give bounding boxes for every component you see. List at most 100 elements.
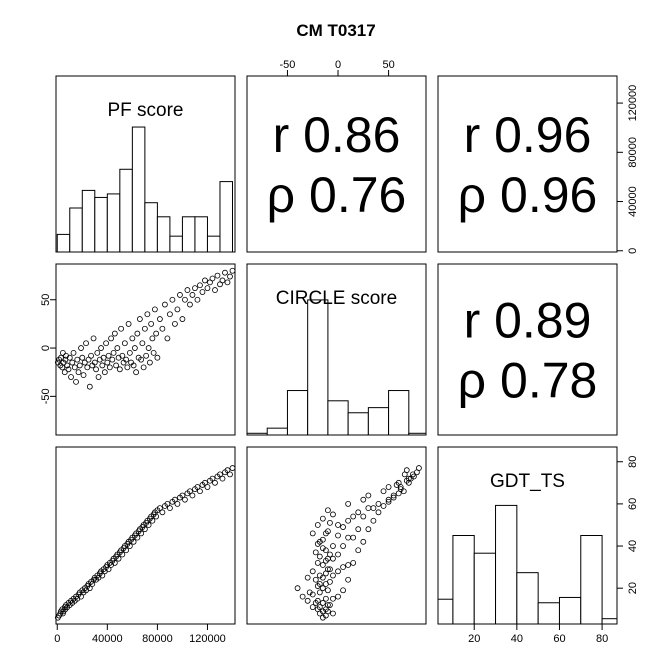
histogram-bar xyxy=(347,412,369,436)
data-point xyxy=(139,340,146,347)
data-point xyxy=(390,494,397,501)
data-point xyxy=(319,515,326,522)
data-point xyxy=(103,340,109,347)
data-point xyxy=(227,471,233,478)
data-point xyxy=(57,362,64,369)
histograms xyxy=(56,126,618,625)
data-point xyxy=(217,471,223,478)
data-point xyxy=(131,345,138,351)
data-point xyxy=(100,354,107,361)
data-point xyxy=(325,602,331,608)
histogram-bar xyxy=(388,390,410,436)
histogram-bar xyxy=(558,596,582,625)
histogram-bar xyxy=(144,202,158,253)
data-point xyxy=(125,320,132,327)
data-point xyxy=(156,505,163,512)
data-point xyxy=(151,306,158,313)
data-point xyxy=(199,289,206,295)
data-point xyxy=(322,547,329,554)
data-point xyxy=(113,362,119,369)
histogram-bar xyxy=(327,400,349,436)
data-point xyxy=(78,345,84,351)
tick-label: 120000 xyxy=(627,85,639,122)
histogram-bar xyxy=(106,193,121,253)
data-point xyxy=(105,352,112,359)
data-point xyxy=(327,578,333,585)
tick-label: 60 xyxy=(553,633,565,645)
tick-label: 0 xyxy=(335,59,341,71)
data-point xyxy=(133,369,140,376)
tick-label: 40 xyxy=(627,540,639,552)
data-point xyxy=(187,488,193,495)
tick-label: 20 xyxy=(468,633,480,645)
tick-label: 40000 xyxy=(627,186,639,217)
data-point xyxy=(385,498,392,505)
data-point xyxy=(319,600,326,606)
histogram-bar xyxy=(408,432,427,436)
data-point xyxy=(222,269,228,276)
data-point xyxy=(126,349,133,356)
data-point xyxy=(350,559,357,566)
data-point xyxy=(130,538,137,545)
data-point xyxy=(197,488,203,495)
data-point xyxy=(316,589,323,596)
histogram-bar xyxy=(601,618,618,625)
tick-label: 60 xyxy=(627,498,639,510)
data-point xyxy=(209,475,216,482)
data-point xyxy=(93,366,99,373)
data-point xyxy=(78,593,84,600)
data-point xyxy=(84,364,91,371)
data-point xyxy=(335,532,341,539)
histogram-bar xyxy=(169,235,183,253)
plot-title: CM T0317 xyxy=(296,21,375,40)
data-point xyxy=(355,509,362,516)
histogram-bar xyxy=(156,216,171,253)
data-point xyxy=(294,585,301,592)
data-point xyxy=(304,597,311,604)
data-point xyxy=(66,354,73,361)
data-point xyxy=(380,488,387,495)
data-point xyxy=(148,320,155,327)
data-point xyxy=(126,543,133,549)
data-point xyxy=(70,349,77,356)
data-point xyxy=(327,551,333,558)
data-point xyxy=(130,362,137,369)
data-point xyxy=(167,505,173,512)
data-point xyxy=(106,364,113,371)
data-point xyxy=(327,519,333,526)
data-point xyxy=(390,492,397,499)
data-point xyxy=(138,530,145,537)
histogram-bar xyxy=(81,189,96,253)
data-point xyxy=(209,275,216,282)
data-point xyxy=(192,285,198,292)
data-point xyxy=(89,581,96,587)
data-point xyxy=(108,335,114,342)
variable-name: GDT_TS xyxy=(490,471,565,492)
data-point xyxy=(316,572,323,579)
data-point xyxy=(316,538,323,545)
histogram-bar xyxy=(56,233,71,253)
data-point xyxy=(86,585,93,592)
data-point xyxy=(111,559,118,566)
data-point xyxy=(76,362,83,369)
data-point xyxy=(350,513,357,520)
data-point xyxy=(319,585,326,592)
data-point xyxy=(365,492,372,499)
data-point xyxy=(121,340,128,347)
data-point xyxy=(124,364,131,371)
data-point xyxy=(189,492,196,499)
data-point xyxy=(204,484,211,490)
data-point xyxy=(105,566,112,573)
data-point xyxy=(73,378,79,385)
data-point xyxy=(365,526,372,533)
data-point xyxy=(104,359,111,366)
tick-label: 40 xyxy=(511,633,523,645)
data-point xyxy=(219,277,226,284)
data-point xyxy=(327,566,333,573)
tick-label: 50 xyxy=(40,294,52,306)
data-point xyxy=(187,301,193,308)
data-point xyxy=(136,316,143,322)
data-point xyxy=(110,349,117,356)
